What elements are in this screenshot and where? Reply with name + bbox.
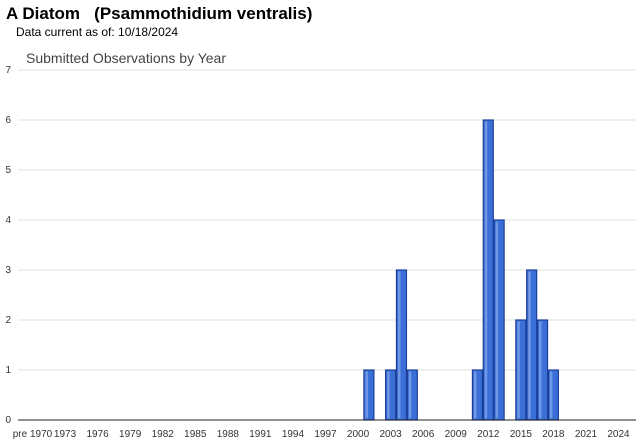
- y-tick-label: 0: [5, 415, 11, 426]
- bar-highlight: [408, 371, 412, 419]
- bar-highlight: [473, 371, 477, 419]
- x-tick-label: 2006: [412, 429, 435, 440]
- bar-highlight: [528, 271, 531, 419]
- bar-highlight: [484, 121, 488, 419]
- page-title: A Diatom (Psammothidium ventralis): [6, 4, 313, 23]
- y-tick-label: 7: [5, 65, 11, 76]
- x-tick-label: 1988: [217, 429, 240, 440]
- x-tick-label: 1979: [119, 429, 142, 440]
- x-tick-label: 2000: [347, 429, 370, 440]
- y-tick-label: 5: [5, 165, 11, 176]
- x-tick-label: 2021: [575, 429, 598, 440]
- bar-highlight: [549, 371, 553, 419]
- bar-highlight: [517, 321, 520, 419]
- x-tick-label: 2003: [379, 429, 402, 440]
- chart-title: Submitted Observations by Year: [26, 50, 226, 66]
- data-current-label: Data current as of: 10/18/2024: [16, 25, 179, 39]
- x-tick-label: 2012: [477, 429, 500, 440]
- x-tick-label: 2009: [445, 429, 468, 440]
- y-tick-label: 1: [5, 365, 11, 376]
- bar-highlight: [387, 371, 390, 419]
- x-tick-label: 1997: [314, 429, 337, 440]
- bar-highlight: [495, 221, 499, 419]
- y-tick-label: 4: [5, 215, 11, 226]
- x-tick-label: 1982: [152, 429, 175, 440]
- bar-highlight: [365, 371, 368, 419]
- x-tick-label: 2018: [542, 429, 565, 440]
- x-tick-label: 1991: [249, 429, 272, 440]
- x-tick-label: 1976: [86, 429, 109, 440]
- x-tick-label: pre 1970: [13, 429, 53, 440]
- x-tick-label: 2015: [510, 429, 533, 440]
- x-tick-label: 1973: [54, 429, 77, 440]
- x-tick-label: 2024: [607, 429, 630, 440]
- bar-highlight: [397, 271, 401, 419]
- bar-highlight: [539, 321, 542, 419]
- y-tick-label: 3: [5, 265, 11, 276]
- x-tick-label: 1994: [282, 429, 305, 440]
- x-tick-label: 1985: [184, 429, 207, 440]
- y-tick-label: 6: [5, 115, 11, 126]
- y-tick-label: 2: [5, 315, 11, 326]
